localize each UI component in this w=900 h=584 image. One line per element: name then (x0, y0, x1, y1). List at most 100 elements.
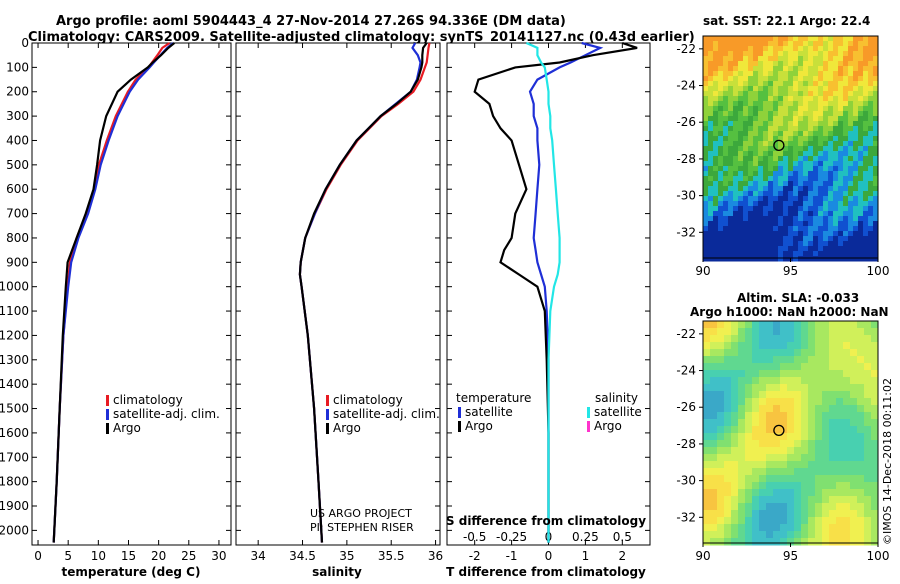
map-cell (768, 46, 774, 52)
map-cell (813, 101, 819, 107)
map-cell (763, 241, 769, 247)
map-cell (778, 61, 784, 67)
map-cell (728, 106, 734, 112)
map-cell (858, 256, 864, 262)
map-cell (708, 96, 714, 102)
map-cell (857, 433, 865, 441)
map-cell (752, 419, 760, 427)
map-cell (787, 447, 795, 455)
map-cell (753, 241, 759, 247)
map-cell (836, 349, 844, 357)
map-cell (798, 131, 804, 137)
map-cell (703, 510, 711, 518)
map-cell (710, 531, 718, 539)
map-cell (833, 81, 839, 87)
map-cell (853, 256, 859, 262)
map-cell (808, 161, 814, 167)
map-cell (748, 171, 754, 177)
map-cell (823, 41, 829, 47)
map-cell (787, 349, 795, 357)
map-cell (853, 96, 859, 102)
map-cell (793, 176, 799, 182)
map-cell (703, 156, 709, 162)
map-cell (768, 196, 774, 202)
title-line-1: Argo profile: aoml 5904443_4 27-Nov-2014… (56, 14, 566, 29)
map-cell (778, 186, 784, 192)
map-cell (788, 46, 794, 52)
map-cell (763, 51, 769, 57)
map-cell (873, 151, 879, 157)
map-cell (857, 461, 865, 469)
map-cell (815, 489, 823, 497)
map-cell (815, 412, 823, 420)
map-cell (773, 454, 781, 462)
map-cell (828, 36, 834, 42)
map-cell (803, 146, 809, 152)
map-cell (759, 412, 767, 420)
map-cell (823, 116, 829, 122)
map-cell (818, 81, 824, 87)
map-cell (723, 111, 729, 117)
lat-tick-label: -22 (676, 42, 696, 56)
map-cell (787, 510, 795, 518)
map-cell (788, 221, 794, 227)
map-cell (778, 41, 784, 47)
map-cell (848, 86, 854, 92)
map-cell (733, 226, 739, 232)
map-cell (738, 503, 746, 511)
map-cell (717, 440, 725, 448)
map-cell (787, 433, 795, 441)
map-cell (733, 111, 739, 117)
map-cell (738, 349, 746, 357)
map-cell (758, 196, 764, 202)
map-cell (773, 226, 779, 232)
map-cell (857, 475, 865, 483)
map-cell (745, 433, 753, 441)
map-cell (843, 176, 849, 182)
map-cell (783, 256, 789, 262)
legend-label: satellite-adj. clim. (113, 407, 220, 421)
map-cell (793, 61, 799, 67)
map-cell (787, 363, 795, 371)
map-cell (728, 91, 734, 97)
map-cell (822, 538, 830, 546)
map-cell (713, 241, 719, 247)
map-cell (738, 335, 746, 343)
map-cell (853, 241, 859, 247)
map-cell (822, 531, 830, 539)
map-cell (813, 161, 819, 167)
map-cell (793, 161, 799, 167)
map-cell (733, 161, 739, 167)
map-cell (828, 56, 834, 62)
map-cell (873, 256, 879, 262)
map-cell (794, 384, 802, 392)
map-cell (822, 419, 830, 427)
map-cell (853, 186, 859, 192)
map-cell (858, 251, 864, 257)
map-cell (868, 161, 874, 167)
map-cell (745, 517, 753, 525)
map-cell (818, 51, 824, 57)
legend-swatch (106, 409, 109, 420)
map-cell (794, 412, 802, 420)
map-cell (857, 482, 865, 490)
map-cell (710, 482, 718, 490)
map-cell (759, 503, 767, 511)
map-cell (703, 101, 709, 107)
map-cell (828, 246, 834, 252)
map-cell (833, 126, 839, 132)
map-cell (838, 176, 844, 182)
map-cell (787, 335, 795, 343)
map-cell (763, 136, 769, 142)
map-cell (752, 398, 760, 406)
map-cell (829, 531, 837, 539)
map-cell (703, 111, 709, 117)
map-cell (863, 36, 869, 42)
map-cell (778, 181, 784, 187)
map-cell (863, 96, 869, 102)
map-cell (873, 161, 879, 167)
map-cell (728, 126, 734, 132)
map-cell (713, 46, 719, 52)
map-cell (733, 216, 739, 222)
map-cell (788, 211, 794, 217)
